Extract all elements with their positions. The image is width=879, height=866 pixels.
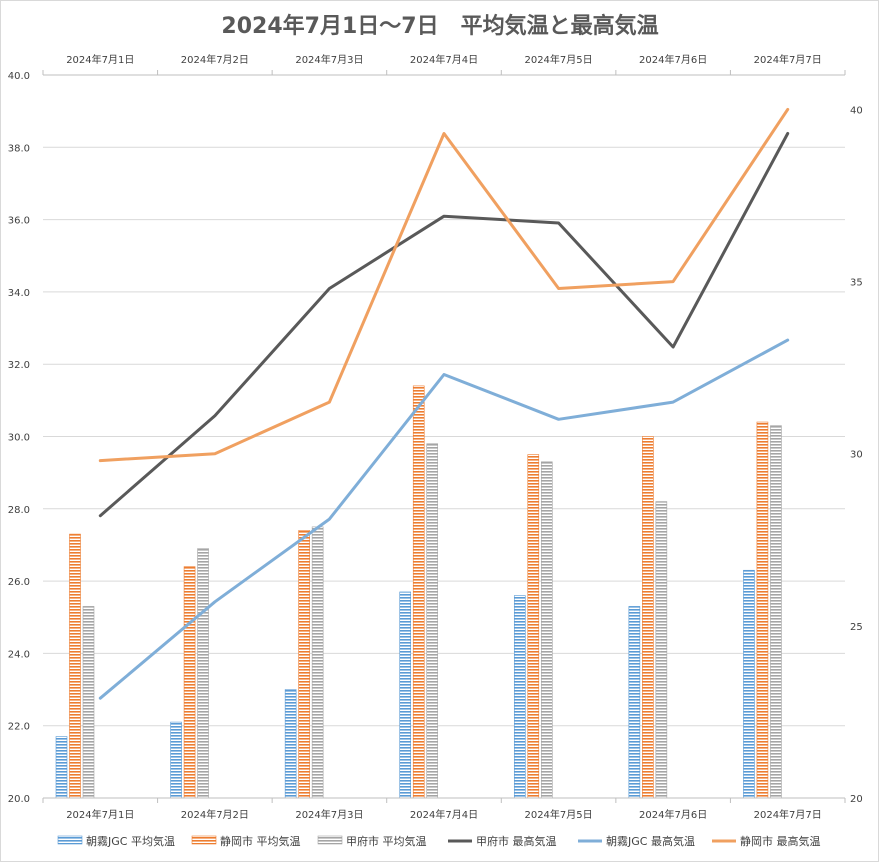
bottom-category-label: 2024年7月4日 — [410, 808, 478, 821]
y-left-tick-label: 28.0 — [8, 505, 30, 516]
series-line — [98, 132, 790, 518]
bottom-category-label: 2024年7月3日 — [295, 808, 363, 821]
y-left-tick-label: 20.0 — [8, 794, 30, 805]
top-category-label: 2024年7月4日 — [410, 53, 478, 66]
top-category-label: 2024年7月6日 — [639, 53, 707, 66]
bar — [743, 569, 755, 799]
top-category-label: 2024年7月2日 — [181, 53, 249, 66]
bar — [69, 533, 81, 799]
y-left-tick-label: 32.0 — [8, 360, 30, 371]
legend-swatch — [317, 835, 343, 845]
y-left-tick-label: 34.0 — [8, 288, 30, 299]
bar — [527, 454, 540, 799]
bar — [540, 461, 553, 799]
legend-label: 甲府市 平均気温 — [346, 834, 427, 848]
legend-label: 静岡市 平均気温 — [220, 834, 301, 848]
bar — [756, 421, 769, 799]
bar — [412, 385, 425, 799]
bar — [399, 591, 412, 799]
bottom-category-label: 2024年7月6日 — [639, 808, 707, 821]
legend-label: 朝霧JGC 平均気温 — [86, 834, 175, 848]
bar — [82, 606, 95, 799]
legend-label: 静岡市 最高気温 — [740, 834, 821, 848]
y-right-tick-label: 35 — [850, 278, 863, 289]
bar — [183, 566, 196, 799]
legend-swatch — [191, 835, 217, 845]
bar — [655, 501, 668, 799]
bar — [298, 530, 310, 799]
bar — [170, 721, 182, 799]
bottom-category-label: 2024年7月2日 — [181, 808, 249, 821]
legend-swatch — [57, 835, 83, 845]
bar — [55, 736, 68, 799]
bar — [628, 606, 641, 799]
top-category-label: 2024年7月5日 — [524, 53, 592, 66]
bar — [426, 443, 439, 799]
y-right-tick-label: 25 — [850, 622, 863, 633]
top-category-label: 2024年7月3日 — [295, 53, 363, 66]
bar — [311, 526, 324, 799]
bottom-category-label: 2024年7月7日 — [754, 808, 822, 821]
bar — [642, 436, 654, 799]
series-line — [98, 107, 790, 463]
legend-label: 甲府市 最高気温 — [476, 834, 557, 848]
bottom-category-label: 2024年7月5日 — [524, 808, 592, 821]
y-left-tick-label: 40.0 — [8, 71, 30, 82]
bar — [513, 595, 526, 799]
bar — [770, 425, 782, 799]
y-left-tick-label: 36.0 — [8, 216, 30, 227]
y-left-tick-label: 22.0 — [8, 722, 30, 733]
y-left-tick-label: 30.0 — [8, 433, 30, 444]
y-left-tick-label: 38.0 — [8, 143, 30, 154]
legend-label: 朝霧JGC 最高気温 — [606, 834, 695, 848]
y-right-tick-label: 30 — [850, 450, 863, 461]
chart-title: 2024年7月1日～7日 平均気温と最高気温 — [221, 13, 658, 39]
y-right-tick-label: 40 — [850, 105, 863, 116]
y-left-tick-label: 26.0 — [8, 577, 30, 588]
bottom-category-label: 2024年7月1日 — [66, 808, 134, 821]
top-category-label: 2024年7月7日 — [754, 53, 822, 66]
top-category-label: 2024年7月1日 — [66, 53, 134, 66]
series-line — [98, 338, 790, 700]
bar — [197, 548, 209, 799]
bar — [284, 689, 297, 799]
y-left-tick-label: 24.0 — [8, 649, 30, 660]
y-right-tick-label: 20 — [850, 794, 863, 805]
